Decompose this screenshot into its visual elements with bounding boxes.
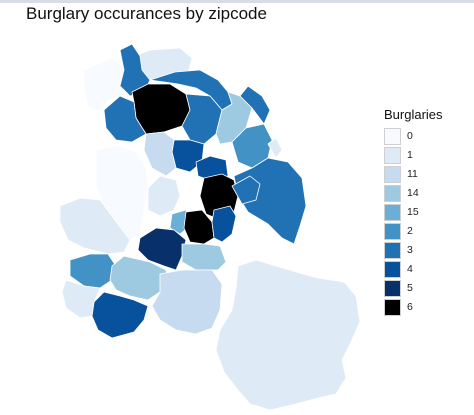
- zipcode-region: [211, 205, 237, 243]
- legend-swatch: [384, 298, 401, 316]
- legend-swatch: [384, 279, 401, 297]
- zipcode-region: [61, 279, 101, 319]
- zipcode-region: [91, 291, 149, 339]
- zipcode-region: [231, 175, 261, 205]
- legend-label: 0: [407, 130, 413, 142]
- legend-label: 11: [407, 168, 418, 180]
- legend-item: 14: [384, 184, 464, 202]
- legend-item: 4: [384, 260, 464, 278]
- zipcode-region: [83, 57, 131, 113]
- legend-label: 15: [407, 206, 419, 218]
- legend-swatch: [384, 184, 401, 202]
- window-top-strip: [0, 0, 474, 3]
- zipcode-region: [59, 197, 131, 255]
- legend-item: 2: [384, 222, 464, 240]
- map-legend: Burglaries 0 1 11 14 15 2 3 4 5 6: [384, 107, 464, 317]
- legend-label: 6: [407, 301, 413, 313]
- legend-item: 5: [384, 279, 464, 297]
- zipcode-region: [69, 253, 117, 289]
- zipcode-region: [239, 85, 271, 125]
- legend-swatch: [384, 260, 401, 278]
- legend-item: 0: [384, 127, 464, 145]
- legend-swatch: [384, 241, 401, 259]
- legend-swatch: [384, 165, 401, 183]
- legend-swatch: [384, 127, 401, 145]
- legend-swatch: [384, 203, 401, 221]
- legend-item: 11: [384, 165, 464, 183]
- legend-label: 2: [407, 225, 413, 237]
- legend-label: 1: [407, 149, 413, 161]
- zipcode-region: [137, 227, 187, 271]
- zipcode-region: [147, 175, 181, 217]
- zipcode-region: [181, 243, 227, 271]
- zipcode-region: [143, 131, 177, 177]
- legend-label: 3: [407, 244, 413, 256]
- zipcode-region: [151, 269, 223, 335]
- legend-swatch: [384, 222, 401, 240]
- zipcode-region: [183, 209, 215, 245]
- zipcode-region: [267, 137, 283, 159]
- legend-label: 4: [407, 263, 413, 275]
- legend-item: 6: [384, 298, 464, 316]
- legend-title: Burglaries: [384, 107, 443, 122]
- map-title: Burglary occurances by zipcode: [26, 4, 267, 23]
- legend-items: 0 1 11 14 15 2 3 4 5 6: [384, 127, 464, 316]
- legend-item: 15: [384, 203, 464, 221]
- zipcode-region: [215, 259, 361, 411]
- legend-swatch: [384, 146, 401, 164]
- legend-label: 14: [407, 187, 419, 199]
- zipcode-region: [95, 145, 149, 241]
- legend-label: 5: [407, 282, 413, 294]
- legend-item: 3: [384, 241, 464, 259]
- legend-item: 1: [384, 146, 464, 164]
